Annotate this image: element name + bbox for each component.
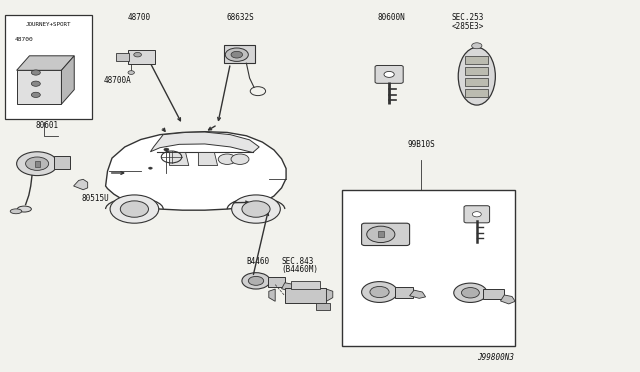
Bar bbox=[291, 281, 320, 289]
Bar bbox=[465, 56, 488, 64]
Polygon shape bbox=[198, 153, 218, 166]
Circle shape bbox=[248, 276, 264, 285]
Polygon shape bbox=[74, 179, 88, 190]
Bar bbox=[483, 289, 504, 299]
Circle shape bbox=[26, 157, 49, 170]
Ellipse shape bbox=[458, 48, 495, 105]
Bar bbox=[342, 190, 515, 346]
Text: J99800N3: J99800N3 bbox=[477, 353, 514, 362]
Circle shape bbox=[454, 283, 487, 302]
Polygon shape bbox=[61, 56, 74, 104]
Circle shape bbox=[472, 43, 482, 49]
Circle shape bbox=[120, 201, 148, 217]
Text: 80600N: 80600N bbox=[377, 13, 405, 22]
Polygon shape bbox=[150, 132, 259, 153]
Text: 48700: 48700 bbox=[15, 37, 33, 42]
Text: 68632S: 68632S bbox=[226, 13, 254, 22]
Circle shape bbox=[134, 52, 141, 57]
Text: JOURNEY+SPORT: JOURNEY+SPORT bbox=[26, 22, 71, 26]
Bar bbox=[465, 89, 488, 97]
Circle shape bbox=[31, 70, 40, 75]
Polygon shape bbox=[410, 290, 426, 298]
Text: 80601: 80601 bbox=[35, 121, 58, 130]
FancyBboxPatch shape bbox=[464, 206, 490, 223]
Text: (B4460M): (B4460M) bbox=[282, 265, 319, 274]
Circle shape bbox=[231, 154, 249, 164]
Polygon shape bbox=[269, 289, 275, 301]
Text: SEC.253: SEC.253 bbox=[452, 13, 484, 22]
FancyBboxPatch shape bbox=[362, 223, 410, 246]
Circle shape bbox=[472, 212, 481, 217]
Bar bbox=[224, 45, 255, 63]
Circle shape bbox=[231, 51, 243, 58]
Circle shape bbox=[110, 195, 159, 223]
Polygon shape bbox=[17, 56, 74, 70]
Bar bbox=[128, 50, 155, 64]
Circle shape bbox=[164, 148, 169, 151]
Polygon shape bbox=[106, 132, 286, 210]
Bar bbox=[116, 53, 129, 61]
Polygon shape bbox=[170, 153, 189, 166]
Text: B4460: B4460 bbox=[246, 257, 269, 266]
Circle shape bbox=[367, 226, 395, 243]
Bar bbox=[268, 277, 285, 287]
Circle shape bbox=[148, 167, 152, 169]
Circle shape bbox=[225, 48, 248, 61]
Text: SEC.843: SEC.843 bbox=[282, 257, 314, 266]
Ellipse shape bbox=[10, 209, 22, 214]
Circle shape bbox=[370, 286, 389, 298]
Bar bbox=[395, 287, 413, 298]
Bar bbox=[316, 303, 330, 310]
Circle shape bbox=[242, 273, 270, 289]
Polygon shape bbox=[17, 70, 61, 104]
Circle shape bbox=[384, 71, 394, 77]
Text: 80515U: 80515U bbox=[82, 194, 109, 203]
Circle shape bbox=[461, 288, 479, 298]
Text: 99B10S: 99B10S bbox=[407, 140, 435, 149]
Circle shape bbox=[242, 201, 270, 217]
Polygon shape bbox=[500, 295, 515, 304]
Bar bbox=[54, 156, 70, 169]
Bar bbox=[465, 78, 488, 86]
Ellipse shape bbox=[17, 206, 31, 212]
Circle shape bbox=[17, 152, 58, 176]
Bar bbox=[285, 288, 326, 303]
Polygon shape bbox=[282, 283, 296, 291]
FancyBboxPatch shape bbox=[375, 65, 403, 83]
Bar bbox=[378, 231, 384, 237]
Bar bbox=[465, 67, 488, 75]
Polygon shape bbox=[326, 289, 333, 301]
Circle shape bbox=[362, 282, 397, 302]
Text: <285E3>: <285E3> bbox=[452, 22, 484, 31]
Text: 48700: 48700 bbox=[128, 13, 151, 22]
Circle shape bbox=[31, 81, 40, 86]
Circle shape bbox=[232, 195, 280, 223]
Circle shape bbox=[31, 92, 40, 97]
Circle shape bbox=[218, 154, 236, 164]
Text: 48700A: 48700A bbox=[103, 76, 131, 85]
Circle shape bbox=[128, 71, 134, 74]
Bar bbox=[5, 15, 92, 119]
Bar bbox=[35, 161, 40, 167]
